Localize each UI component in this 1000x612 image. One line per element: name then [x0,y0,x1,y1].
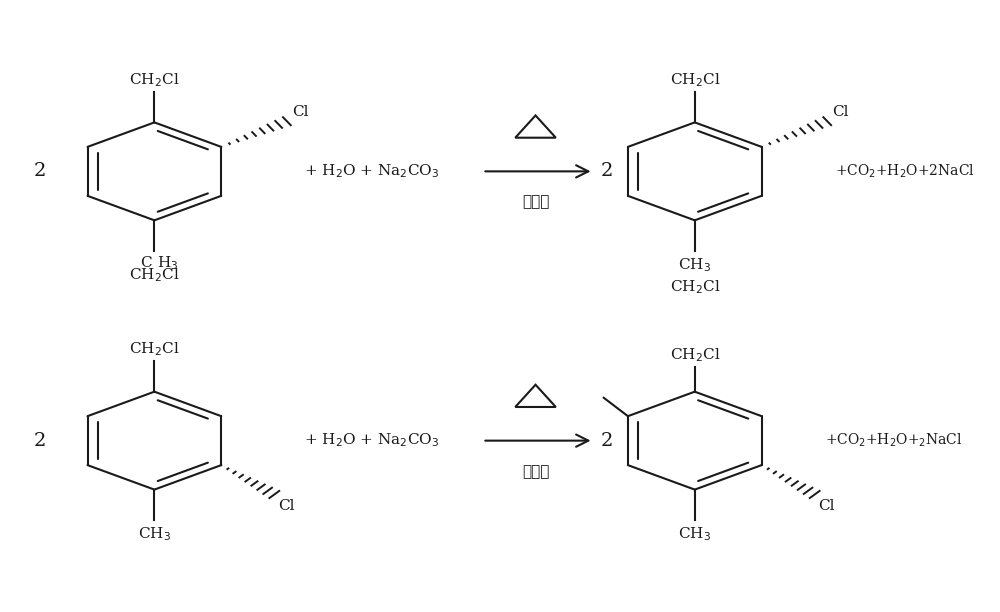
Text: CH$_2$Cl: CH$_2$Cl [670,346,720,364]
Text: CH$_2$Cl: CH$_2$Cl [129,340,180,358]
Text: CH$_3$: CH$_3$ [678,256,711,274]
Text: 2: 2 [601,431,614,450]
Text: CH$_3$: CH$_3$ [678,525,711,543]
Text: CH$_2$Cl: CH$_2$Cl [129,71,180,89]
Text: + H$_2$O + Na$_2$CO$_3$: + H$_2$O + Na$_2$CO$_3$ [304,163,439,180]
Text: 2: 2 [601,162,614,181]
Text: +CO$_2$+H$_2$O+2NaCl: +CO$_2$+H$_2$O+2NaCl [835,163,974,180]
Text: CH$_2$Cl: CH$_2$Cl [129,266,180,284]
Text: CH$_3$: CH$_3$ [138,525,171,543]
Text: C: C [140,256,151,270]
Text: 2: 2 [34,431,46,450]
Text: H$_3$: H$_3$ [157,254,179,272]
Text: 催化剂: 催化剂 [522,195,549,210]
Text: 催化剂: 催化剂 [522,464,549,479]
Text: + H$_2$O + Na$_2$CO$_3$: + H$_2$O + Na$_2$CO$_3$ [304,432,439,449]
Text: CH$_2$Cl: CH$_2$Cl [670,71,720,89]
Text: Cl: Cl [292,105,308,119]
Text: +CO$_2$+H$_2$O+$_2$NaCl: +CO$_2$+H$_2$O+$_2$NaCl [825,432,963,449]
Text: CH$_2$Cl: CH$_2$Cl [670,278,720,296]
Text: 2: 2 [34,162,46,181]
Text: Cl: Cl [819,499,835,513]
Text: Cl: Cl [832,105,849,119]
Text: Cl: Cl [278,499,295,513]
